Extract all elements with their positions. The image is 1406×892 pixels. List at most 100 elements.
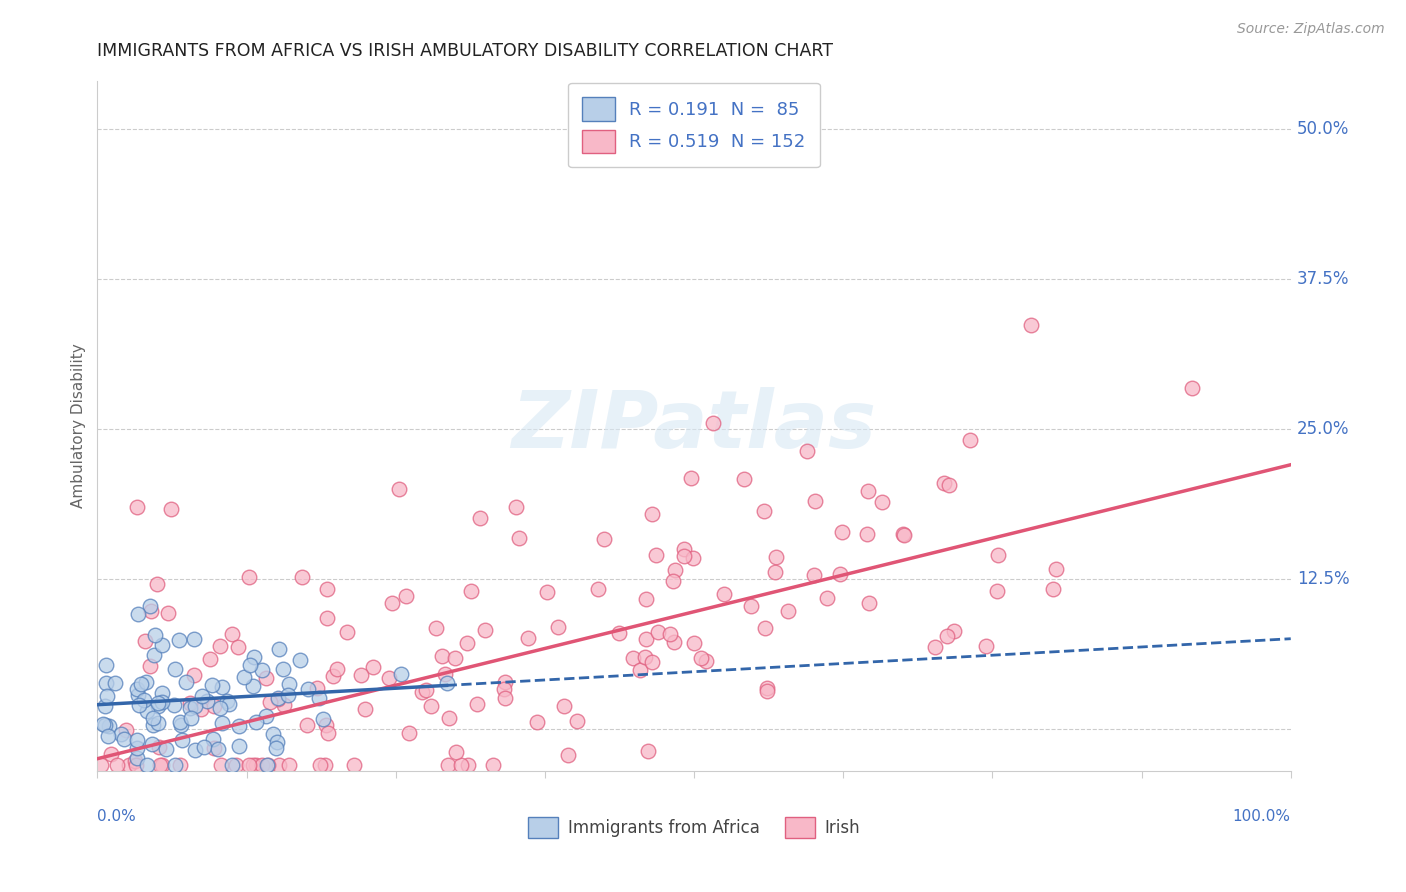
Point <box>547 620 569 634</box>
Point <box>456 636 478 650</box>
Point <box>336 624 359 639</box>
Point <box>312 712 335 726</box>
Point <box>641 656 664 670</box>
Point <box>242 649 264 664</box>
Point <box>444 746 467 760</box>
Point <box>94 675 117 690</box>
Point <box>135 675 157 690</box>
Point <box>180 711 202 725</box>
Point <box>242 679 264 693</box>
Point <box>755 681 778 696</box>
Point <box>621 650 644 665</box>
Point <box>266 735 288 749</box>
Point <box>225 757 247 772</box>
Point <box>211 716 233 731</box>
Point <box>149 757 172 772</box>
Point <box>363 660 385 674</box>
Point <box>673 542 696 557</box>
Point <box>322 669 344 683</box>
Point <box>683 635 706 649</box>
Point <box>228 719 250 733</box>
Point <box>183 668 205 682</box>
Point <box>662 574 685 589</box>
Point <box>411 684 433 698</box>
Point <box>959 433 981 447</box>
Point <box>381 596 404 610</box>
Point <box>305 681 328 696</box>
Point <box>314 757 336 772</box>
Point <box>763 566 786 580</box>
Point <box>256 757 278 772</box>
Point <box>245 715 267 730</box>
Point <box>803 494 825 508</box>
Point <box>636 632 658 646</box>
Point <box>239 658 262 673</box>
Point <box>733 472 755 486</box>
Point <box>100 747 122 761</box>
Point <box>567 714 589 728</box>
Point <box>165 662 187 676</box>
Text: ZIPatlas: ZIPatlas <box>512 387 876 465</box>
Point <box>467 697 489 711</box>
Point <box>681 470 703 484</box>
Point <box>104 675 127 690</box>
Point <box>536 584 558 599</box>
Point <box>129 677 152 691</box>
Point <box>207 742 229 756</box>
Point <box>494 691 516 706</box>
Point <box>90 757 112 772</box>
Point <box>695 654 717 668</box>
Point <box>664 563 686 577</box>
Text: 12.5%: 12.5% <box>1296 570 1350 588</box>
Point <box>167 633 190 648</box>
Point <box>128 698 150 712</box>
Point <box>267 691 290 706</box>
Point <box>740 599 762 614</box>
Point <box>127 500 149 514</box>
Point <box>858 596 880 610</box>
Point <box>124 755 146 769</box>
Point <box>201 678 224 692</box>
Point <box>232 670 254 684</box>
Point <box>127 688 149 702</box>
Point <box>803 567 825 582</box>
Legend: R = 0.191  N =  85, R = 0.519  N = 152: R = 0.191 N = 85, R = 0.519 N = 152 <box>568 83 820 167</box>
Point <box>395 589 418 603</box>
Point <box>938 477 960 491</box>
Point <box>1045 562 1067 576</box>
Point <box>252 757 274 772</box>
Point <box>425 621 447 635</box>
Point <box>672 549 695 563</box>
Point <box>277 757 299 772</box>
Point <box>752 504 775 518</box>
Point <box>179 700 201 714</box>
Point <box>492 682 515 697</box>
Point <box>228 739 250 753</box>
Point <box>378 671 401 685</box>
Point <box>215 694 238 708</box>
Point <box>269 757 291 772</box>
Point <box>893 527 915 541</box>
Point <box>259 695 281 709</box>
Point <box>636 591 658 606</box>
Point <box>143 648 166 662</box>
Point <box>690 651 713 665</box>
Point <box>420 698 443 713</box>
Point <box>267 690 290 705</box>
Point <box>184 742 207 756</box>
Point <box>277 677 299 691</box>
Point <box>174 675 197 690</box>
Point <box>641 507 664 521</box>
Point <box>316 725 339 739</box>
Point <box>202 741 225 756</box>
Point <box>942 624 965 639</box>
Point <box>870 495 893 509</box>
Point <box>262 727 284 741</box>
Point <box>450 757 472 772</box>
Point <box>308 691 330 706</box>
Point <box>273 698 295 713</box>
Point <box>389 666 412 681</box>
Point <box>163 698 186 712</box>
Point <box>254 671 277 685</box>
Point <box>169 715 191 730</box>
